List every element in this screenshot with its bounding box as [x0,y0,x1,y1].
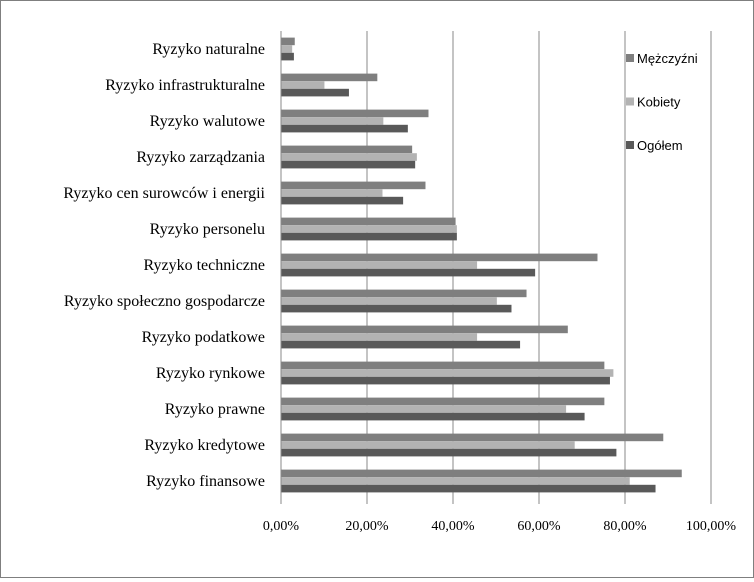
category-label: Ryzyko zarządzania [136,149,265,166]
category-label: Ryzyko techniczne [143,257,265,274]
bar-kobiety [281,117,384,125]
bar-mężczyźni [281,361,605,370]
x-tick-label: 0,00% [263,519,300,534]
bar-ogółem [281,340,521,349]
bar-ogółem [281,448,617,457]
category-labels: Ryzyko naturalne Ryzyko infrastrukturalne… [63,41,265,490]
legend-label: Mężczyźni [637,51,698,66]
bar-mężczyźni [281,253,598,262]
category-label: Ryzyko naturalne [152,41,265,58]
bar-mężczyźni [281,397,605,406]
category-label: Ryzyko cen surowców i energii [63,185,265,202]
x-tick-label: 60,00% [517,519,561,534]
category-label: Ryzyko kredytowe [144,437,265,454]
legend-label: Ogółem [637,138,683,153]
bar-ogółem [281,268,536,277]
legend-swatch [626,141,634,149]
bar-mężczyźni [281,145,413,154]
bar-kobiety [281,153,417,161]
bar-mężczyźni [281,433,664,442]
category-label: Ryzyko infrastrukturalne [105,77,265,94]
bar-kobiety [281,225,457,233]
category-label: Ryzyko podatkowe [142,329,265,346]
bar-mężczyźni [281,37,295,46]
category-label: Ryzyko rynkowe [156,365,265,382]
x-tick-label: 80,00% [603,519,647,534]
bar-ogółem [281,232,457,241]
category-label: Ryzyko personelu [150,221,265,238]
bar-mężczyźni [281,109,429,118]
bars [281,37,682,493]
bar-kobiety [281,261,478,269]
legend-label: Kobiety [637,95,681,110]
bar-mężczyźni [281,181,426,190]
bar-ogółem [281,52,294,61]
axes: 0,00% 20,00% 40,00% 60,00% 80,00% 100,00% [263,31,737,534]
bar-ogółem [281,484,656,493]
gridlines [366,31,712,499]
bar-kobiety [281,369,614,377]
bar-ogółem [281,160,416,169]
bar-ogółem [281,376,610,385]
bar-mężczyźni [281,289,527,298]
bar-kobiety [281,45,293,53]
category-label: Ryzyko walutowe [150,113,265,130]
category-label: Ryzyko społeczno gospodarcze [64,293,265,310]
bar-ogółem [281,88,349,97]
x-tick-label: 40,00% [431,519,475,534]
bar-kobiety [281,189,383,197]
bar-kobiety [281,333,478,341]
legend-swatch [626,97,634,106]
x-tick-label: 100,00% [686,519,737,534]
bar-kobiety [281,81,325,89]
bar-mężczyźni [281,469,682,478]
bar-kobiety [281,477,630,485]
legend-swatch [626,54,634,62]
bar-kobiety [281,405,567,413]
legend: Mężczyźni Kobiety Ogółem [626,51,698,153]
bar-kobiety [281,297,497,305]
bar-mężczyźni [281,73,378,82]
bar-ogółem [281,124,408,133]
category-label: Ryzyko prawne [165,401,265,418]
bar-mężczyźni [281,217,456,226]
category-label: Ryzyko finansowe [146,473,265,490]
bar-ogółem [281,304,512,313]
x-tick-label: 20,00% [345,519,389,534]
bar-kobiety [281,441,575,449]
bar-mężczyźni [281,325,568,334]
bar-ogółem [281,412,585,421]
bar-ogółem [281,196,404,205]
